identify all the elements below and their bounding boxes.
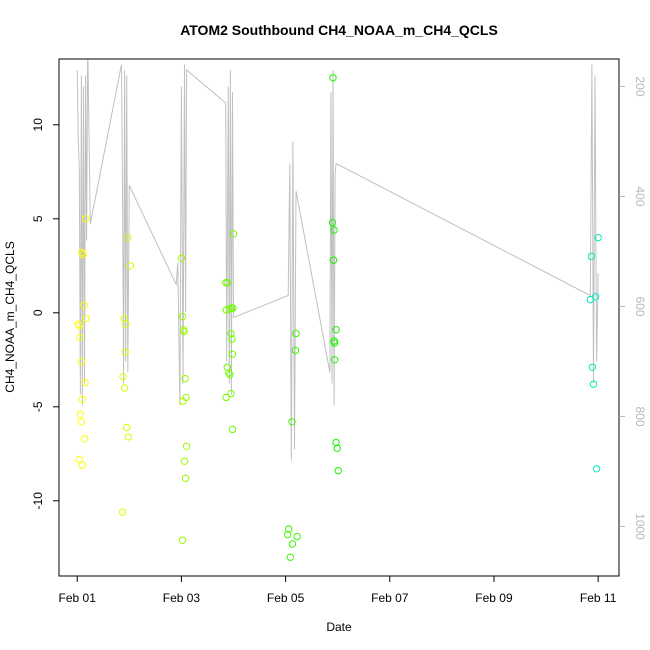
data-point xyxy=(227,329,235,338)
data-point xyxy=(334,467,342,475)
x-tick-label: Feb 09 xyxy=(475,591,513,605)
data-point xyxy=(229,304,237,312)
data-point xyxy=(178,312,187,321)
data-point xyxy=(76,333,84,341)
data-point xyxy=(227,389,235,398)
y-tick-label: 5 xyxy=(31,215,45,222)
data-point xyxy=(81,378,89,387)
data-point xyxy=(78,395,87,403)
data-point xyxy=(81,215,90,223)
data-point xyxy=(228,425,237,434)
data-point xyxy=(592,465,601,473)
data-point xyxy=(177,254,186,262)
data-point xyxy=(587,252,596,261)
chart-title: ATOM2 Southbound CH4_NOAA_m_CH4_QCLS xyxy=(180,22,498,38)
data-point xyxy=(75,455,84,464)
x-tick-label: Feb 01 xyxy=(59,591,97,605)
data-point xyxy=(329,256,338,264)
data-point xyxy=(76,410,85,418)
data-point xyxy=(75,322,84,330)
data-point xyxy=(180,457,189,465)
data-point xyxy=(121,348,129,356)
x-tick-label: Feb 11 xyxy=(580,591,617,605)
data-point xyxy=(332,438,340,447)
data-point xyxy=(223,279,232,287)
plot-frame xyxy=(58,58,620,577)
data-point xyxy=(330,226,338,234)
data-point xyxy=(291,346,300,355)
data-point xyxy=(285,525,293,533)
x-tick-label: Feb 07 xyxy=(371,591,409,605)
y-tick-label: 10 xyxy=(31,118,45,132)
data-point xyxy=(182,442,191,450)
data-point xyxy=(591,293,600,301)
data-point xyxy=(123,423,131,432)
data-point xyxy=(228,350,237,358)
data-point xyxy=(79,250,87,259)
pressure-line xyxy=(76,59,599,461)
data-point xyxy=(222,306,230,314)
data-point xyxy=(288,540,297,548)
data-point xyxy=(124,233,132,242)
data-point xyxy=(594,233,602,242)
data-point xyxy=(328,218,337,227)
data-point xyxy=(120,384,129,392)
data-point xyxy=(286,553,294,561)
data-point xyxy=(178,536,187,544)
x-tick-label: Feb 03 xyxy=(163,591,201,605)
data-point xyxy=(330,356,339,364)
data-point xyxy=(82,314,90,323)
data-point xyxy=(588,363,597,371)
data-point xyxy=(181,474,190,482)
right-tick-label: 600 xyxy=(633,296,647,316)
data-point xyxy=(292,329,300,338)
right-tick-label: 800 xyxy=(633,406,647,426)
y-axis: -10 -5 0 5 10 xyxy=(31,118,59,510)
data-point xyxy=(122,320,130,328)
data-point xyxy=(288,418,296,426)
data-point xyxy=(180,327,188,336)
data-point xyxy=(333,444,341,452)
data-point xyxy=(332,326,340,334)
data-point xyxy=(80,435,89,443)
data-point xyxy=(124,433,133,441)
y-tick-label: -5 xyxy=(31,401,45,412)
data-point xyxy=(284,530,292,539)
data-point xyxy=(119,373,127,381)
data-point xyxy=(182,393,190,402)
data-point xyxy=(330,339,339,347)
data-point xyxy=(118,508,127,516)
data-point xyxy=(226,371,234,379)
data-point xyxy=(293,532,301,541)
data-point-layer xyxy=(74,74,602,561)
data-point xyxy=(329,74,337,82)
y-tick-label: -10 xyxy=(31,492,45,510)
data-point xyxy=(77,418,86,426)
right-tick-label: 200 xyxy=(633,76,647,96)
data-point xyxy=(589,380,598,388)
pressure-line-layer xyxy=(76,59,599,461)
data-point xyxy=(228,335,236,343)
x-tick-label: Feb 05 xyxy=(267,591,305,605)
y-axis-label: CH4_NOAA_m_CH4_QCLS xyxy=(3,241,17,392)
right-tick-label: 1000 xyxy=(633,513,647,540)
data-point xyxy=(78,461,87,469)
data-point xyxy=(229,230,238,238)
right-tick-label: 400 xyxy=(633,186,647,206)
right-pressure-axis: 200 400 600 800 1000 xyxy=(619,76,647,540)
data-point xyxy=(78,248,86,257)
x-axis: Feb 01 Feb 03 Feb 05 Feb 07 Feb 09 Feb 11 xyxy=(59,576,617,605)
data-point xyxy=(80,301,88,309)
data-point xyxy=(222,393,230,402)
data-point xyxy=(181,374,189,383)
data-point xyxy=(126,262,135,270)
data-point xyxy=(225,369,233,377)
x-axis-label: Date xyxy=(326,620,352,634)
y-tick-label: 0 xyxy=(31,309,45,316)
data-point xyxy=(77,358,86,366)
